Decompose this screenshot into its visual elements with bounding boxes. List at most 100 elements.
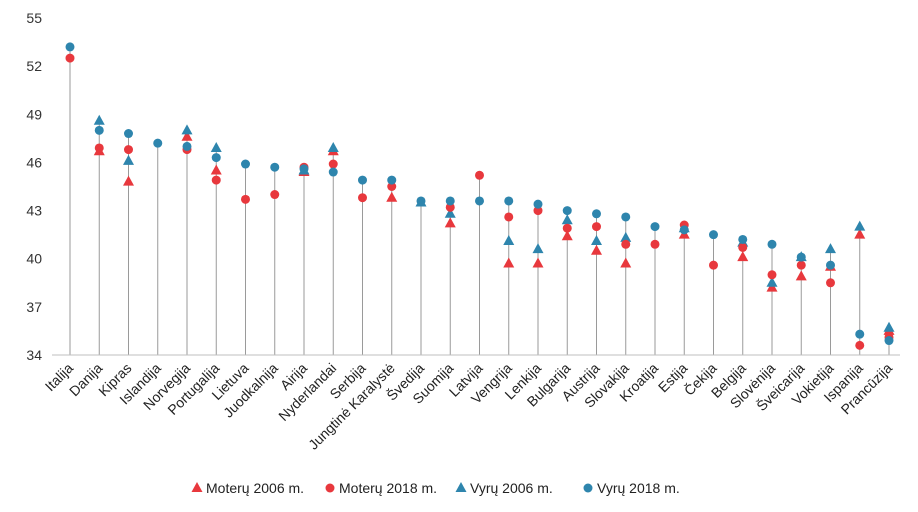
- marker-circle-men-2018: [241, 159, 250, 169]
- marker-triangle-men-2006: [444, 207, 456, 218]
- marker-triangle-women-2006: [444, 217, 456, 228]
- marker-circle-men-2018: [475, 196, 484, 206]
- marker-circle-men-2018: [299, 164, 309, 174]
- marker-triangle-women-2006: [561, 230, 573, 241]
- marker-circle-women-2018: [767, 270, 777, 280]
- y-tick-label: 34: [26, 347, 42, 363]
- marker-circle-men-2018: [738, 234, 748, 244]
- marker-circle-men-2018: [679, 225, 689, 235]
- marker-circle-men-2018: [211, 153, 221, 163]
- legend-label: Moterų 2018 m.: [339, 480, 437, 496]
- marker-circle-women-2018: [738, 242, 748, 252]
- y-tick-label: 40: [26, 251, 42, 267]
- marker-triangle-women-2006: [181, 130, 193, 141]
- marker-triangle-men-2006: [883, 321, 895, 332]
- marker-triangle-men-2006: [123, 154, 134, 165]
- marker-circle-women-2018: [65, 53, 75, 63]
- marker-circle-women-2018: [94, 143, 104, 153]
- marker-triangle-women-2006: [532, 257, 544, 268]
- marker-circle-women-2018: [211, 175, 221, 185]
- legend-marker-triangle: [191, 482, 203, 492]
- marker-circle-men-2018: [826, 260, 835, 270]
- marker-circle-men-2018: [650, 222, 660, 232]
- marker-circle-women-2018: [709, 260, 718, 270]
- marker-triangle-women-2006: [210, 164, 222, 175]
- marker-circle-women-2018: [270, 190, 280, 200]
- marker-triangle-men-2006: [503, 235, 515, 246]
- marker-circle-men-2018: [270, 162, 280, 172]
- y-tick-label: 43: [26, 203, 42, 219]
- marker-circle-men-2018: [562, 206, 572, 216]
- legend: Moterų 2006 m. Moterų 2018 m. Vyrų 2006 m.…: [191, 480, 680, 496]
- legend-label: Moterų 2006 m.: [206, 480, 304, 496]
- marker-circle-women-2018: [387, 182, 397, 191]
- legend-label: Vyrų 2018 m.: [597, 480, 680, 496]
- marker-circle-men-2018: [358, 175, 367, 185]
- marker-circle-women-2018: [621, 239, 631, 249]
- marker-circle-men-2018: [445, 196, 455, 206]
- y-axis: 34 37 40 43 46 49 52 55: [26, 10, 42, 363]
- marker-triangle-women-2006: [854, 228, 866, 239]
- marker-circle-women-2018: [504, 212, 514, 222]
- marker-circle-men-2018: [796, 252, 806, 262]
- marker-triangle-men-2006: [181, 124, 193, 135]
- marker-circle-men-2018: [533, 199, 543, 209]
- marker-triangle-men-2006: [766, 276, 778, 287]
- marker-triangle-women-2006: [386, 191, 398, 202]
- marker-triangle-women-2006: [620, 257, 632, 268]
- marker-circle-women-2018: [475, 170, 484, 180]
- marker-circle-women-2018: [592, 222, 601, 232]
- marker-circle-men-2018: [884, 336, 894, 346]
- marker-circle-men-2018: [124, 129, 133, 139]
- marker-triangle-women-2006: [503, 257, 515, 268]
- data-markers: [65, 42, 895, 350]
- marker-triangle-men-2006: [93, 114, 105, 125]
- legend-label: Vyrų 2006 m.: [470, 480, 553, 496]
- marker-circle-men-2018: [94, 125, 104, 135]
- marker-circle-men-2018: [416, 196, 426, 206]
- marker-circle-men-2018: [153, 138, 163, 148]
- marker-circle-men-2018: [767, 239, 777, 249]
- marker-circle-men-2018: [65, 42, 75, 52]
- marker-triangle-women-2006: [737, 251, 749, 262]
- marker-circle-men-2018: [709, 230, 718, 240]
- marker-circle-men-2018: [387, 175, 397, 185]
- legend-marker-circle: [583, 483, 593, 493]
- marker-circle-women-2018: [124, 145, 133, 155]
- marker-circle-men-2018: [855, 329, 865, 339]
- legend-marker-circle: [325, 483, 335, 493]
- marker-circle-women-2018: [328, 159, 338, 169]
- marker-circle-men-2018: [504, 196, 514, 206]
- marker-triangle-men-2006: [561, 214, 573, 225]
- y-tick-label: 37: [26, 299, 42, 315]
- marker-circle-women-2018: [826, 278, 835, 288]
- marker-circle-men-2018: [182, 141, 192, 151]
- marker-triangle-men-2006: [532, 243, 544, 254]
- marker-triangle-men-2006: [327, 141, 339, 152]
- legend-marker-triangle: [455, 482, 467, 492]
- marker-triangle-men-2006: [620, 231, 632, 242]
- marker-circle-women-2018: [533, 206, 543, 216]
- marker-triangle-men-2006: [591, 235, 602, 246]
- y-tick-label: 55: [26, 10, 42, 26]
- marker-triangle-men-2006: [210, 141, 222, 152]
- marker-triangle-women-2006: [123, 175, 134, 186]
- marker-triangle-women-2006: [795, 270, 807, 281]
- y-tick-label: 49: [26, 106, 42, 122]
- marker-circle-men-2018: [621, 212, 631, 222]
- marker-circle-women-2018: [796, 260, 806, 270]
- marker-triangle-men-2006: [854, 220, 866, 231]
- marker-circle-men-2018: [328, 167, 338, 177]
- marker-triangle-men-2006: [825, 243, 836, 254]
- y-tick-label: 46: [26, 154, 42, 170]
- marker-circle-women-2018: [241, 194, 250, 204]
- y-tick-label: 52: [26, 58, 42, 74]
- marker-circle-women-2018: [445, 202, 455, 212]
- marker-triangle-women-2006: [591, 244, 602, 255]
- marker-circle-men-2018: [592, 209, 601, 219]
- marker-circle-women-2018: [855, 340, 865, 350]
- marker-circle-women-2018: [562, 223, 572, 233]
- x-axis-labels: ItalijaDanijaKiprasIslandijaNorvegijaPor…: [42, 360, 896, 453]
- marker-circle-women-2018: [358, 193, 367, 203]
